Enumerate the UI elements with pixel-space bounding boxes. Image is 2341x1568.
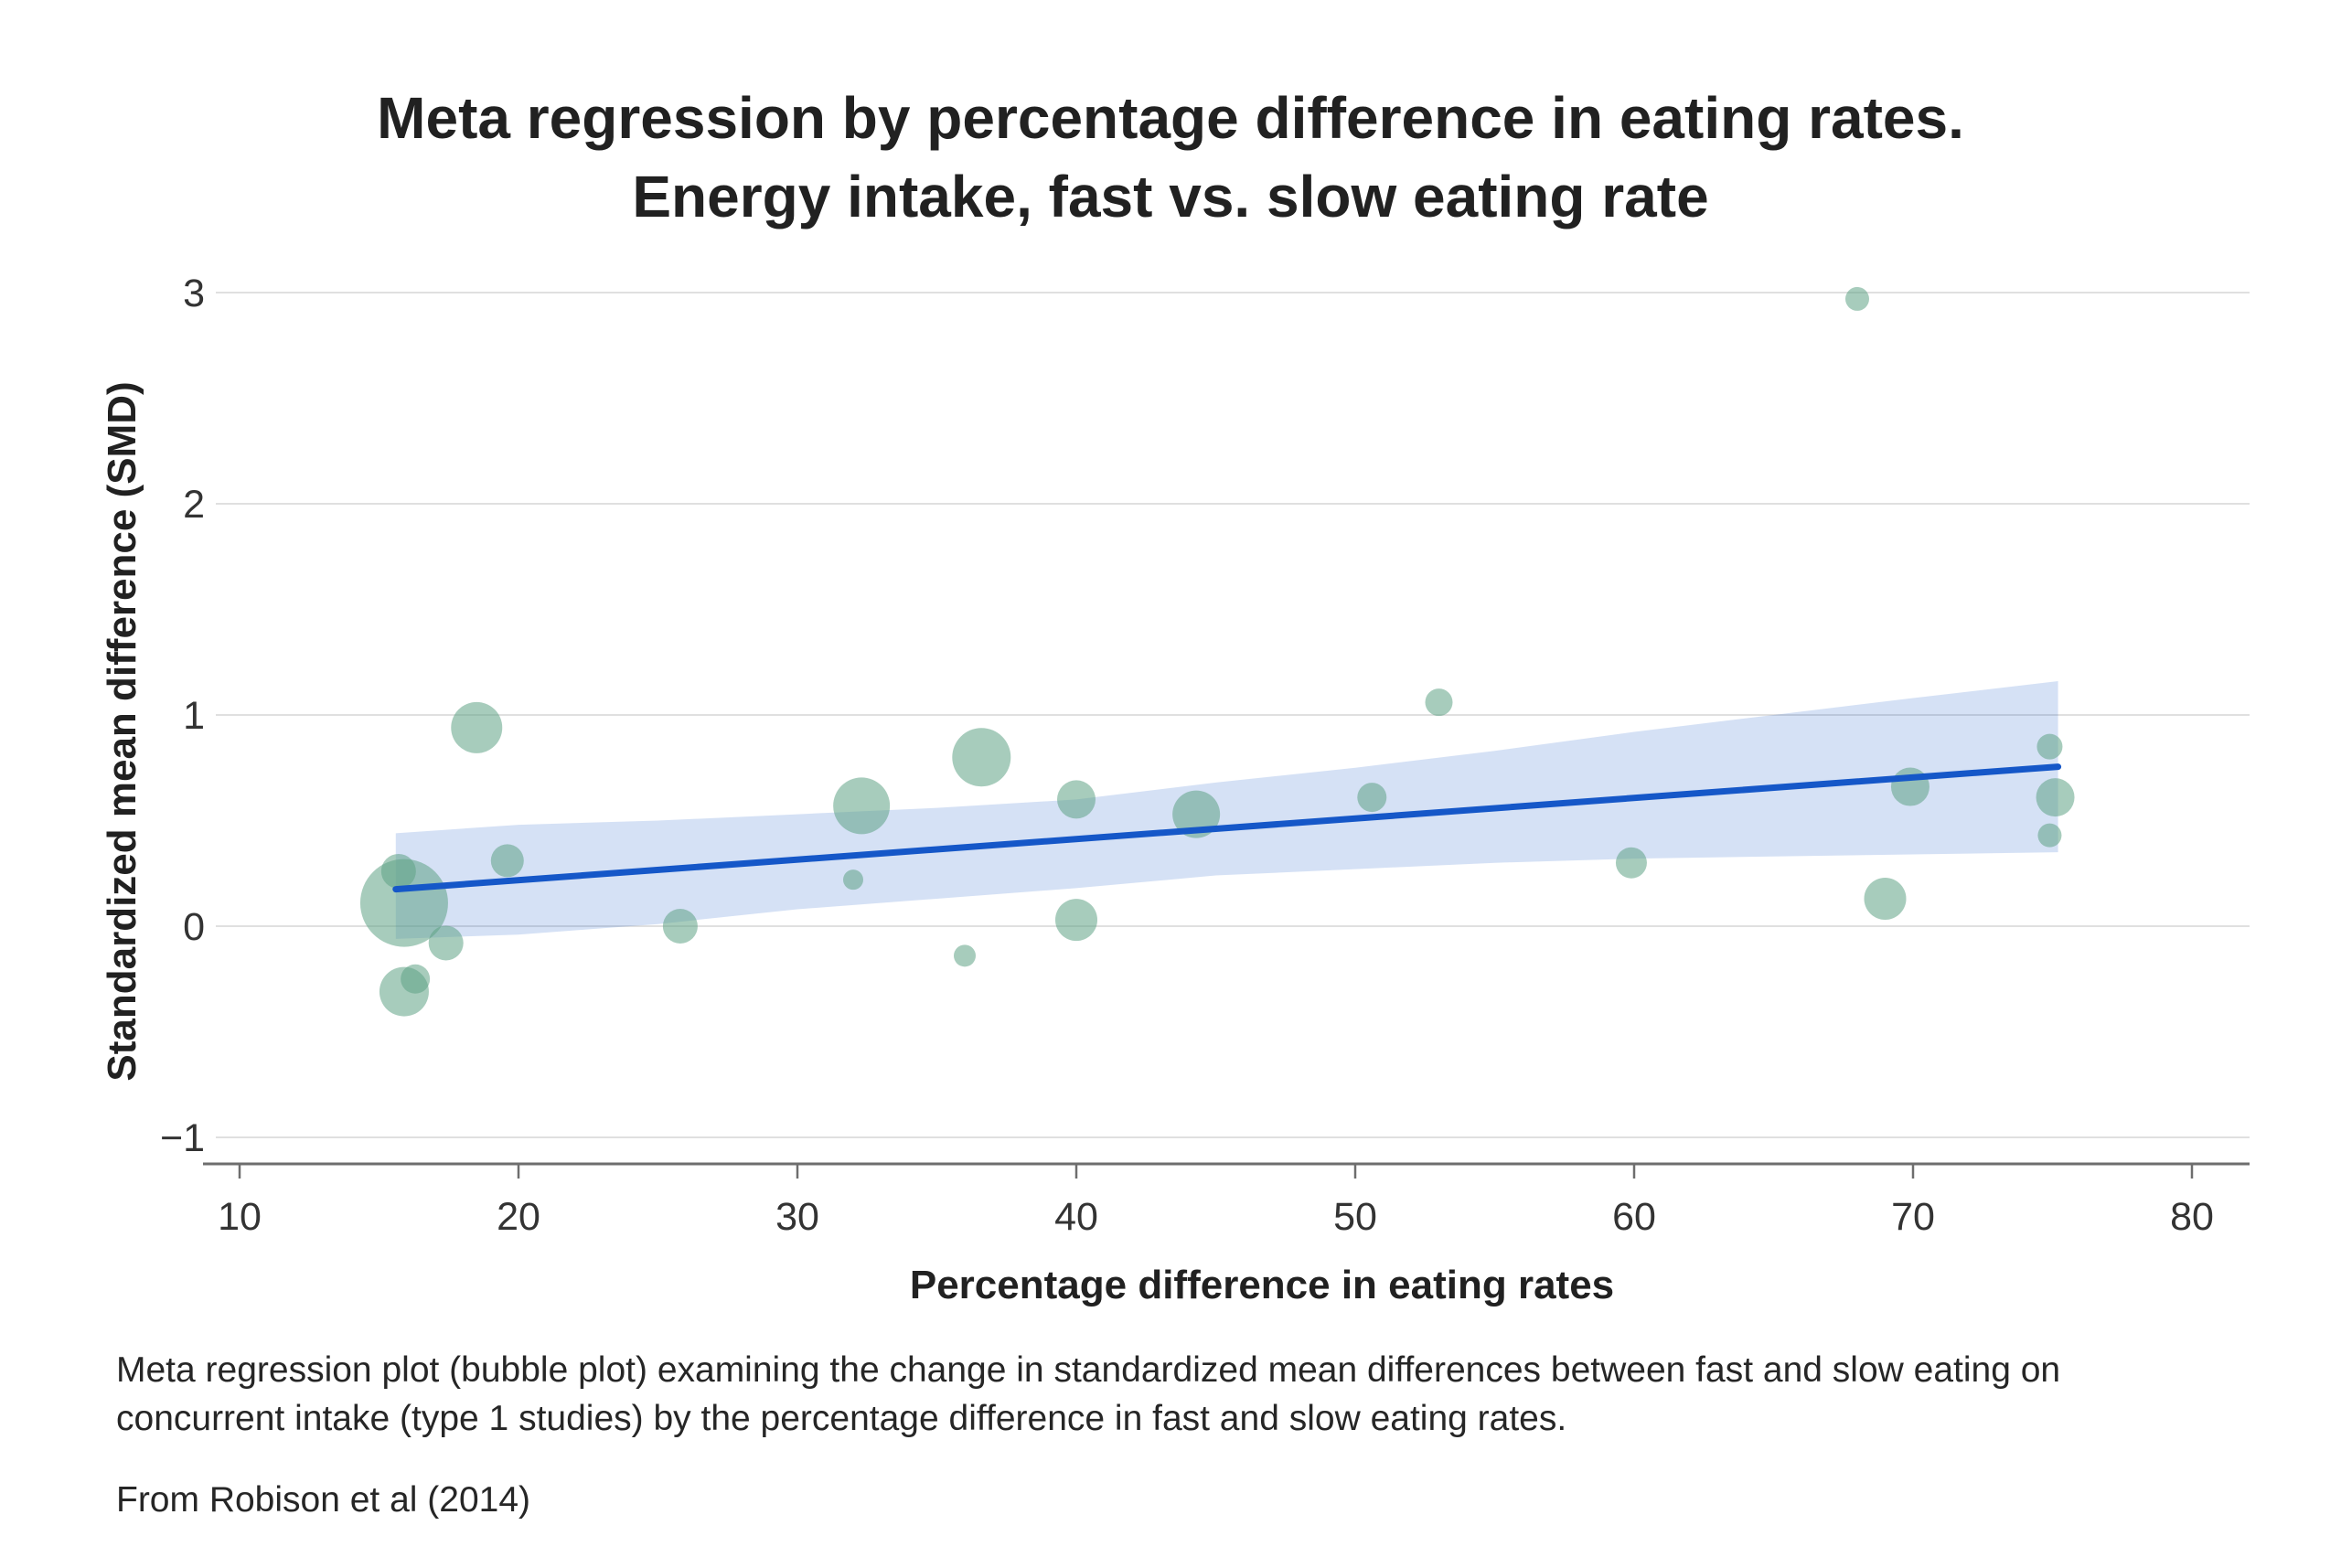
x-tick-label: 40 (1054, 1195, 1098, 1239)
y-tick-label: 0 (183, 905, 205, 949)
bubble (380, 853, 416, 889)
bubble (1425, 688, 1453, 717)
bubble (1615, 847, 1647, 879)
x-tick-label: 20 (497, 1195, 540, 1239)
bubble (1172, 790, 1221, 838)
bubble (359, 859, 448, 947)
bubble (451, 701, 503, 753)
bubble (490, 844, 524, 878)
bubble (379, 966, 429, 1017)
confidence-band (395, 681, 2058, 939)
x-tick-label: 30 (775, 1195, 819, 1239)
x-tick-label: 80 (2170, 1195, 2214, 1239)
bubble (2037, 823, 2062, 848)
bubble (428, 925, 464, 961)
bubble (954, 944, 976, 967)
bubble (843, 869, 863, 891)
x-tick-label: 60 (1612, 1195, 1656, 1239)
x-axis-title: Percentage difference in eating rates (910, 1263, 1614, 1307)
bubble (2036, 733, 2063, 760)
y-axis-title: Standardized mean difference (SMD) (100, 381, 144, 1081)
bubble (1845, 286, 1869, 311)
caption-line1: Meta regression plot (bubble plot) exami… (116, 1350, 2061, 1390)
x-tick-label: 50 (1333, 1195, 1377, 1239)
bubble (952, 728, 1011, 787)
bubble (833, 777, 891, 835)
caption-line2: concurrent intake (type 1 studies) by th… (116, 1399, 1567, 1438)
bubble (1357, 783, 1387, 813)
bubble (1864, 877, 1907, 920)
y-tick-label: 2 (183, 483, 205, 527)
y-tick-label: 3 (183, 272, 205, 315)
x-tick-label: 10 (218, 1195, 262, 1239)
regression-line (392, 763, 2062, 893)
chart-title-line1: Meta regression by percentage difference… (377, 85, 1964, 151)
bubble (1890, 767, 1929, 806)
bubble (1057, 780, 1096, 819)
chart-title-line2: Energy intake, fast vs. slow eating rate (632, 164, 1709, 229)
y-tick-label: −1 (160, 1116, 205, 1160)
y-tick-label: 1 (183, 694, 205, 738)
bubble (2036, 778, 2075, 817)
bubble (1055, 899, 1097, 942)
bubble (662, 909, 698, 944)
source-attribution: From Robison et al (2014) (116, 1480, 531, 1520)
chart-title: Meta regression by percentage difference… (0, 79, 2341, 236)
x-tick-label: 70 (1891, 1195, 1935, 1239)
figure-caption: Meta regression plot (bubble plot) exami… (116, 1346, 2238, 1524)
